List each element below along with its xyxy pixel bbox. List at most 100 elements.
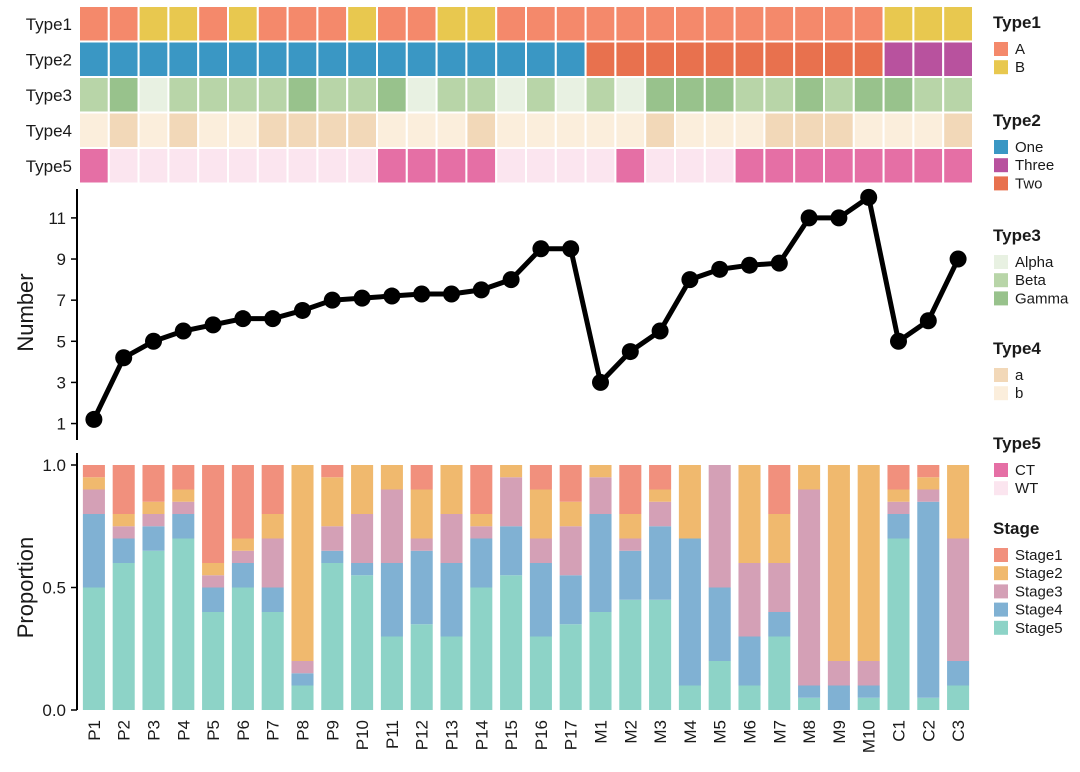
bar-segment-stage5 bbox=[410, 624, 433, 710]
bar-segment-stage4 bbox=[82, 514, 105, 588]
data-point bbox=[443, 285, 460, 303]
annotation-cell bbox=[852, 76, 885, 114]
bar-segment-stage4 bbox=[440, 563, 463, 637]
bar-segment-stage2 bbox=[291, 465, 314, 661]
annotation-cell bbox=[495, 147, 528, 185]
data-point bbox=[860, 188, 878, 206]
data-point bbox=[651, 322, 669, 340]
bar-segment-stage5 bbox=[291, 685, 314, 710]
annotation-cell bbox=[823, 147, 855, 185]
annotation-cell bbox=[197, 40, 229, 78]
legend-swatch bbox=[994, 42, 1008, 56]
bar-segment-stage4 bbox=[529, 563, 552, 637]
bar-segment-stage4 bbox=[112, 538, 135, 563]
x-tick-label: P5 bbox=[204, 720, 223, 741]
annotation-cell bbox=[882, 40, 915, 78]
annotation-cell bbox=[793, 147, 826, 185]
annotation-cell bbox=[197, 147, 229, 185]
annotation-cell bbox=[525, 111, 557, 149]
x-tick-label: P17 bbox=[562, 720, 581, 750]
legend-swatch bbox=[994, 140, 1008, 154]
annotation-cell bbox=[703, 76, 736, 114]
bar-segment-stage2 bbox=[768, 514, 791, 563]
bar-segment-stage3 bbox=[917, 489, 940, 502]
annotation-cell bbox=[554, 111, 587, 149]
bar-segment-stage4 bbox=[947, 661, 970, 686]
y-tick-label: 9 bbox=[57, 250, 66, 269]
x-tick-label: P14 bbox=[472, 720, 491, 750]
x-tick-label: P9 bbox=[323, 720, 342, 741]
legend-item-label: B bbox=[1015, 59, 1025, 76]
bar-segment-stage4 bbox=[351, 563, 374, 576]
annotation-cell bbox=[674, 5, 706, 43]
annotation-cell bbox=[882, 5, 915, 43]
annotation-cell bbox=[227, 147, 259, 185]
bar-segment-stage5 bbox=[82, 587, 105, 710]
bar-segment-stage1 bbox=[82, 465, 105, 478]
annotation-cell bbox=[793, 5, 826, 43]
annotation-cell bbox=[495, 40, 528, 78]
annotation-cell bbox=[107, 111, 140, 149]
legend-item-label: Stage3 bbox=[1015, 583, 1063, 600]
data-point bbox=[85, 410, 103, 428]
annotation-cell bbox=[167, 76, 200, 114]
bar-segment-stage3 bbox=[738, 563, 761, 637]
annotation-cell bbox=[614, 76, 647, 114]
bar-segment-stage3 bbox=[321, 526, 344, 551]
annotation-cell bbox=[793, 76, 826, 114]
bar-segment-stage4 bbox=[738, 636, 761, 686]
data-point bbox=[294, 301, 311, 319]
annotation-cell bbox=[316, 5, 349, 43]
annotation-cell bbox=[584, 5, 617, 43]
annotation-cell bbox=[405, 5, 438, 43]
annotation-cell bbox=[733, 5, 766, 43]
x-tick-label: C3 bbox=[949, 720, 968, 742]
annotation-row-label: Type1 bbox=[26, 15, 72, 34]
data-point bbox=[711, 260, 729, 278]
bar-segment-stage3 bbox=[589, 477, 612, 514]
bar-segment-stage4 bbox=[589, 514, 612, 612]
annotation-cell bbox=[763, 76, 796, 114]
y-axis-title: Number bbox=[13, 273, 38, 351]
legend-swatch bbox=[994, 602, 1008, 617]
annotation-cell bbox=[316, 111, 349, 149]
x-tick-label: P4 bbox=[174, 720, 193, 741]
bar-segment-stage3 bbox=[142, 514, 165, 527]
bar-segment-stage2 bbox=[857, 465, 880, 661]
annotation-cell bbox=[733, 147, 766, 185]
annotation-cell bbox=[137, 147, 170, 185]
bar-segment-stage5 bbox=[619, 599, 642, 710]
annotation-cell bbox=[435, 5, 468, 43]
line-panel: 1 3 5 7 9 11 Number bbox=[13, 188, 967, 440]
annotation-cell bbox=[525, 76, 557, 114]
x-tick-label: M2 bbox=[621, 720, 640, 744]
annotation-cell bbox=[405, 76, 438, 114]
annotation-cell bbox=[852, 40, 885, 78]
bar-segment-stage4 bbox=[559, 575, 582, 625]
bar-segment-stage4 bbox=[768, 612, 791, 637]
bar-segment-stage2 bbox=[351, 465, 374, 514]
annotation-cell bbox=[107, 76, 140, 114]
bar-segment-stage2 bbox=[142, 501, 165, 514]
legend-item-label: One bbox=[1015, 139, 1043, 156]
annotation-cell bbox=[942, 40, 975, 78]
bar-segment-stage5 bbox=[172, 538, 195, 710]
legend-item-label: a bbox=[1015, 367, 1024, 384]
annotation-cell bbox=[346, 5, 379, 43]
annotation-cell bbox=[227, 76, 259, 114]
bar-segment-stage2 bbox=[82, 477, 105, 490]
bar-segment-stage4 bbox=[202, 587, 225, 612]
annotation-cell bbox=[763, 111, 796, 149]
annotation-cell bbox=[674, 147, 706, 185]
bar-segment-stage5 bbox=[798, 697, 821, 710]
annotation-cell bbox=[167, 111, 200, 149]
annotation-cell bbox=[495, 5, 528, 43]
annotation-cell bbox=[584, 111, 617, 149]
bar-segment-stage2 bbox=[947, 465, 970, 539]
annotation-cell bbox=[197, 111, 229, 149]
data-point bbox=[949, 250, 967, 268]
annotation-cell bbox=[912, 5, 945, 43]
annotation-cell bbox=[167, 147, 200, 185]
annotation-cell bbox=[346, 111, 379, 149]
x-tick-label: P13 bbox=[443, 720, 462, 750]
